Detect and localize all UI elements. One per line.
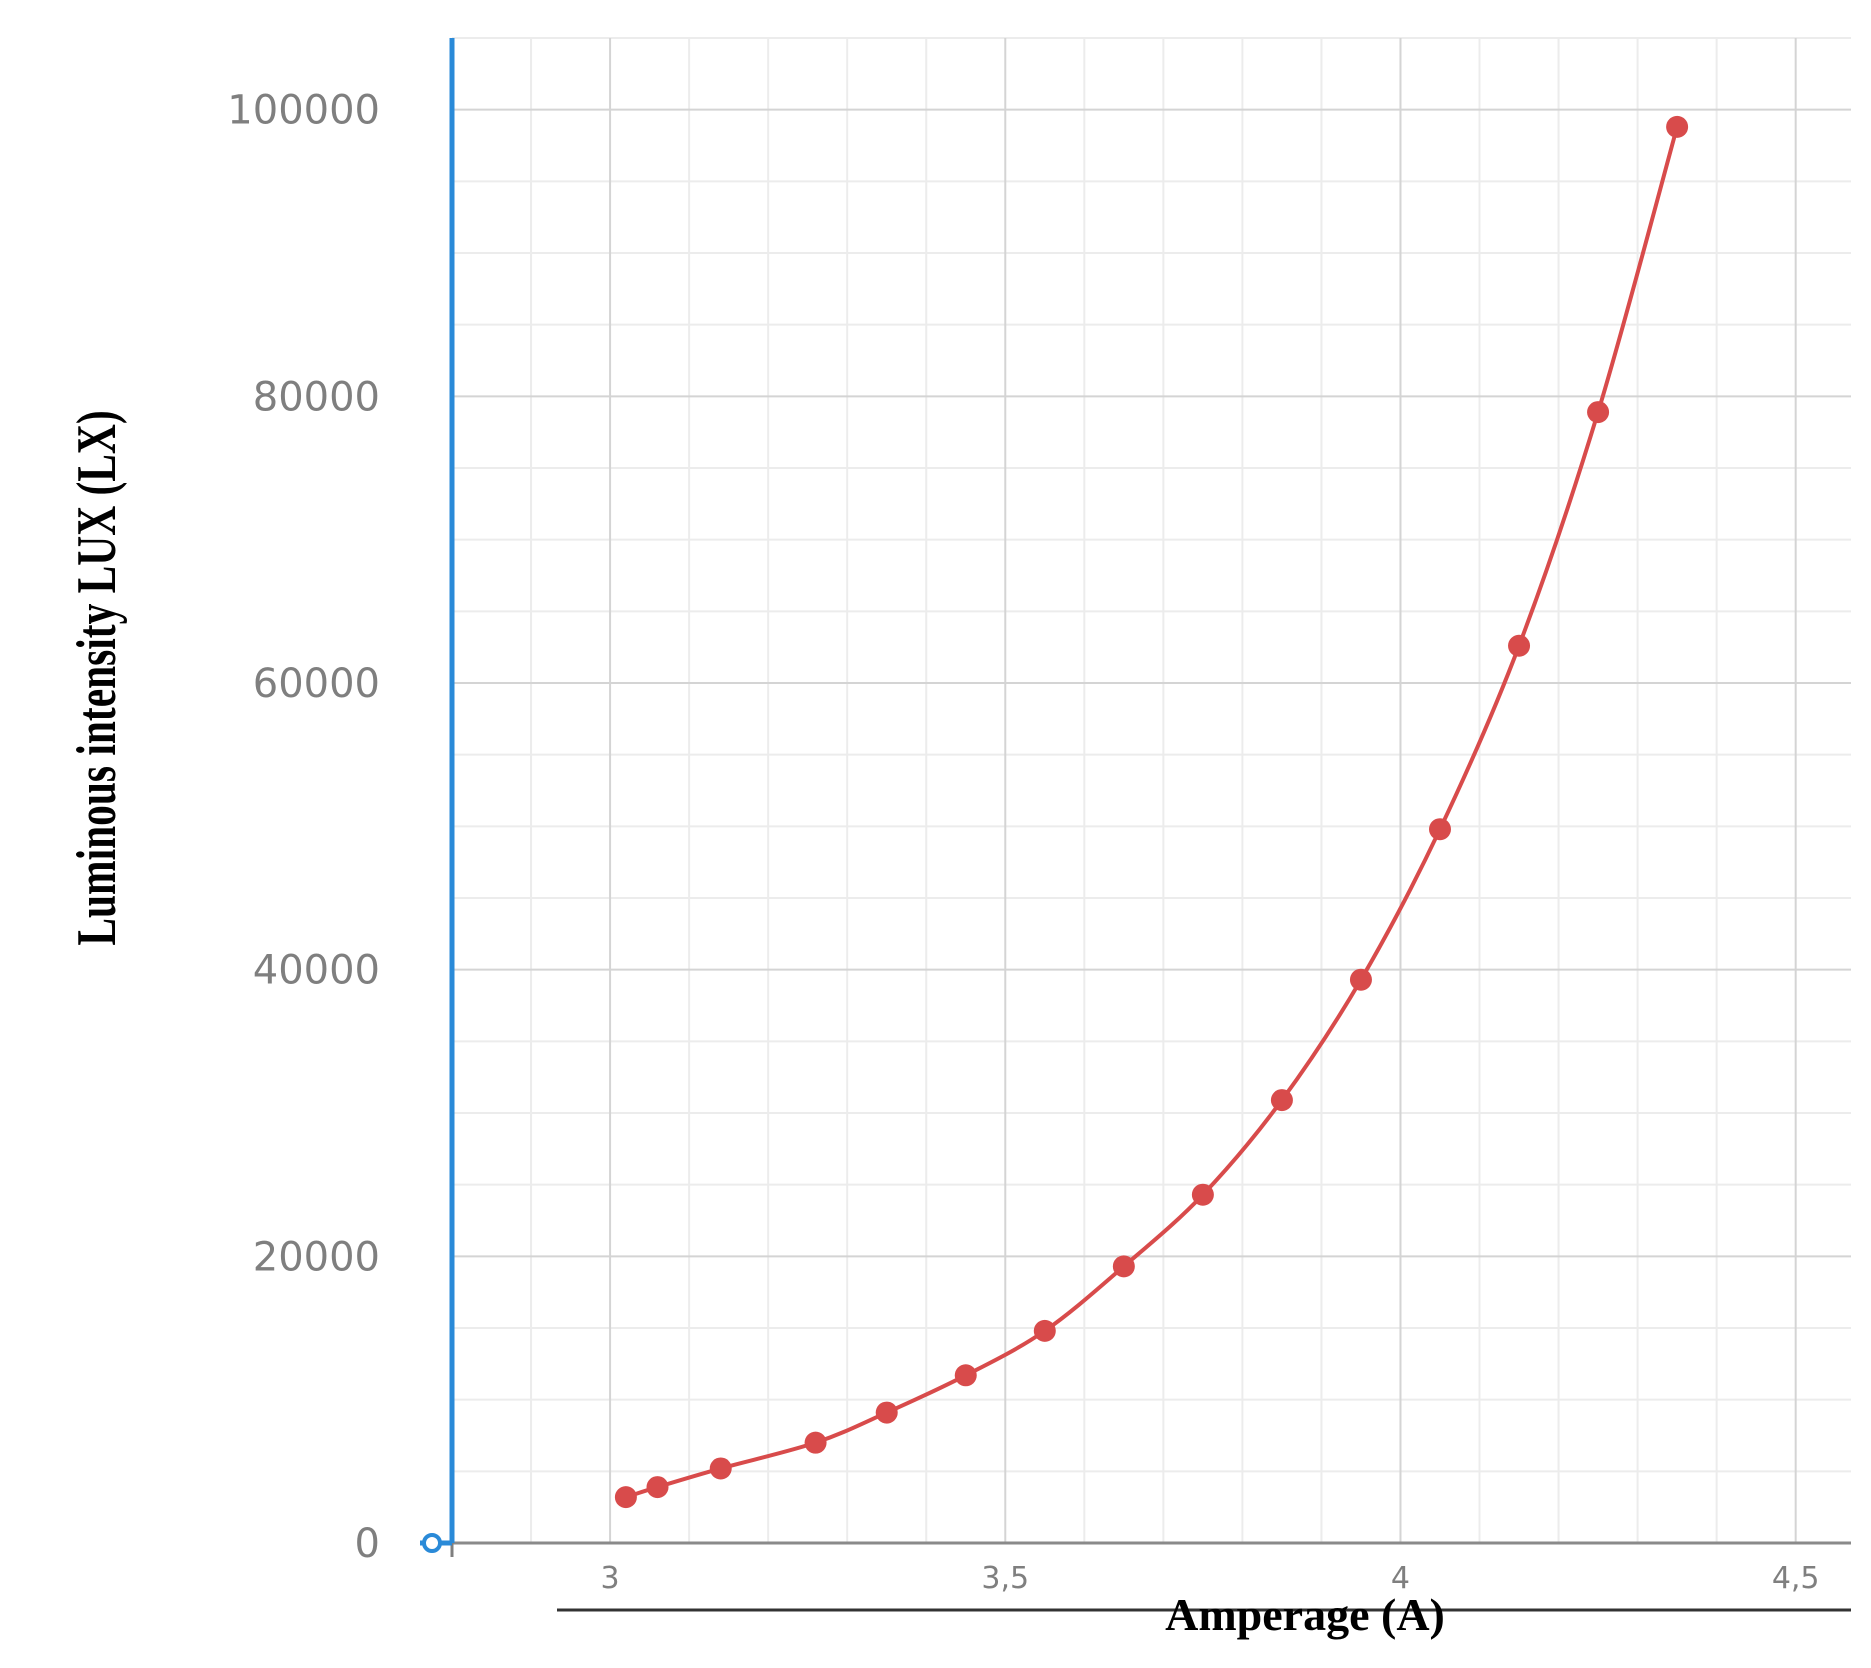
x-axis-label: Amperage (A)	[1165, 1589, 1445, 1640]
data-point	[646, 1476, 669, 1499]
series-line	[625, 126, 1680, 1500]
y-tick-labels: 0 20000 40000 60000 80000 100000	[227, 88, 380, 1567]
data-point	[1033, 1319, 1056, 1342]
x-tick-label: 4,5	[1772, 1561, 1820, 1596]
data-point	[954, 1364, 977, 1387]
x-tick-label: 4	[1391, 1561, 1410, 1596]
y-axis-handle-knob	[422, 1533, 442, 1553]
y-tick-label: 20000	[253, 1234, 380, 1280]
data-point	[1191, 1183, 1214, 1206]
y-tick-label: 0	[355, 1521, 380, 1567]
data-point	[875, 1401, 898, 1424]
data-point	[1666, 115, 1689, 138]
major-gridlines	[452, 38, 1851, 1543]
data-point	[709, 1457, 732, 1480]
x-tick-labels: 3 3,5 4 4,5	[601, 1561, 1820, 1596]
data-point	[1508, 634, 1531, 657]
axes	[420, 38, 1851, 1612]
y-axis-label: Luminous intensity LUX (LX)	[65, 410, 128, 945]
data-point	[1587, 401, 1610, 424]
y-tick-label: 60000	[253, 661, 380, 707]
y-tick-label: 40000	[253, 948, 380, 994]
minor-gridlines	[452, 37, 1851, 1543]
x-tick-label: 3,5	[981, 1561, 1029, 1596]
data-point	[614, 1486, 637, 1509]
series-layer	[614, 115, 1689, 1509]
y-tick-label: 80000	[253, 374, 380, 420]
data-point	[1428, 818, 1451, 841]
data-point	[1270, 1089, 1293, 1112]
y-tick-label: 100000	[227, 88, 380, 134]
data-point	[1349, 968, 1372, 991]
data-point	[1112, 1255, 1135, 1278]
x-tick-label: 3	[601, 1561, 620, 1596]
data-point	[804, 1431, 827, 1454]
